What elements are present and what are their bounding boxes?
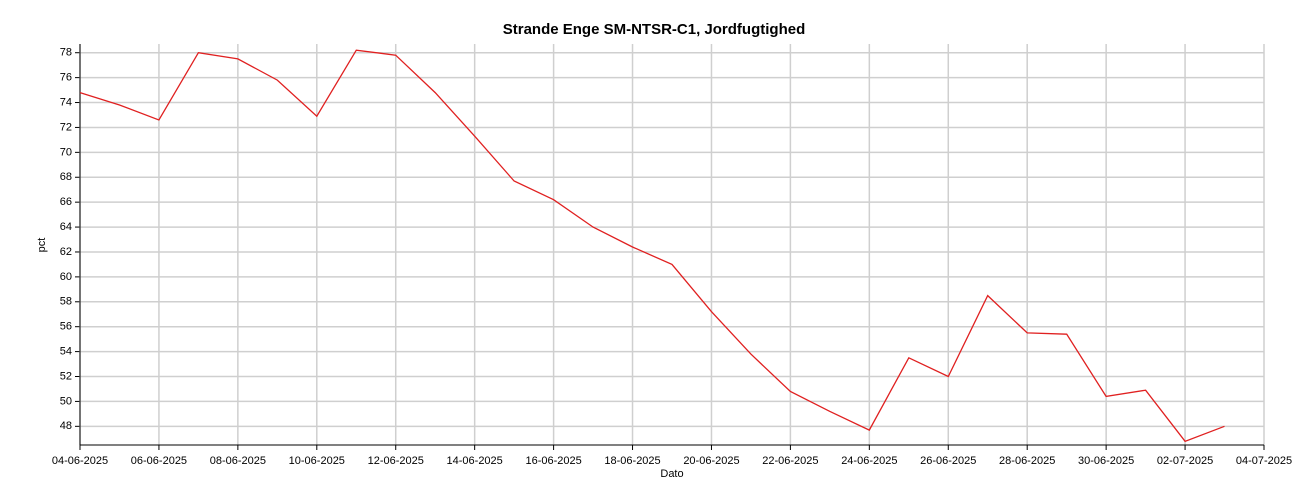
x-tick-label: 04-06-2025 [52,455,108,467]
y-tick-label: 54 [60,346,72,358]
x-tick-label: 02-07-2025 [1157,455,1213,467]
y-tick-label: 78 [60,47,72,59]
y-tick-label: 76 [60,72,72,84]
x-tick-label: 12-06-2025 [368,455,424,467]
y-tick-label: 50 [60,395,72,407]
y-tick-label: 62 [60,246,72,258]
x-tick-label: 10-06-2025 [289,455,345,467]
y-tick-label: 74 [60,96,72,108]
x-tick-label: 18-06-2025 [604,455,660,467]
x-tick-label: 26-06-2025 [920,455,976,467]
x-tick-label: 08-06-2025 [210,455,266,467]
y-tick-label: 66 [60,196,72,208]
y-tick-label: 58 [60,296,72,308]
x-tick-label: 20-06-2025 [683,455,739,467]
y-tick-label: 60 [60,271,72,283]
chart-title: Strande Enge SM-NTSR-C1, Jordfugtighed [503,21,806,38]
x-tick-label: 30-06-2025 [1078,455,1134,467]
x-tick-label: 04-07-2025 [1236,455,1292,467]
x-tick-label: 28-06-2025 [999,455,1055,467]
x-axis-label: Dato [660,468,683,480]
y-tick-label: 68 [60,171,72,183]
x-tick-label: 16-06-2025 [525,455,581,467]
y-tick-label: 56 [60,321,72,333]
x-tick-label: 14-06-2025 [447,455,503,467]
y-tick-label: 52 [60,370,72,382]
x-tick-label: 22-06-2025 [762,455,818,467]
y-tick-label: 70 [60,146,72,158]
y-tick-label: 48 [60,420,72,432]
y-axis-label: pct [36,238,48,253]
y-tick-label: 64 [60,221,72,233]
x-tick-label: 24-06-2025 [841,455,897,467]
x-tick-label: 06-06-2025 [131,455,187,467]
data-line [79,49,1225,443]
y-tick-label: 72 [60,121,72,133]
